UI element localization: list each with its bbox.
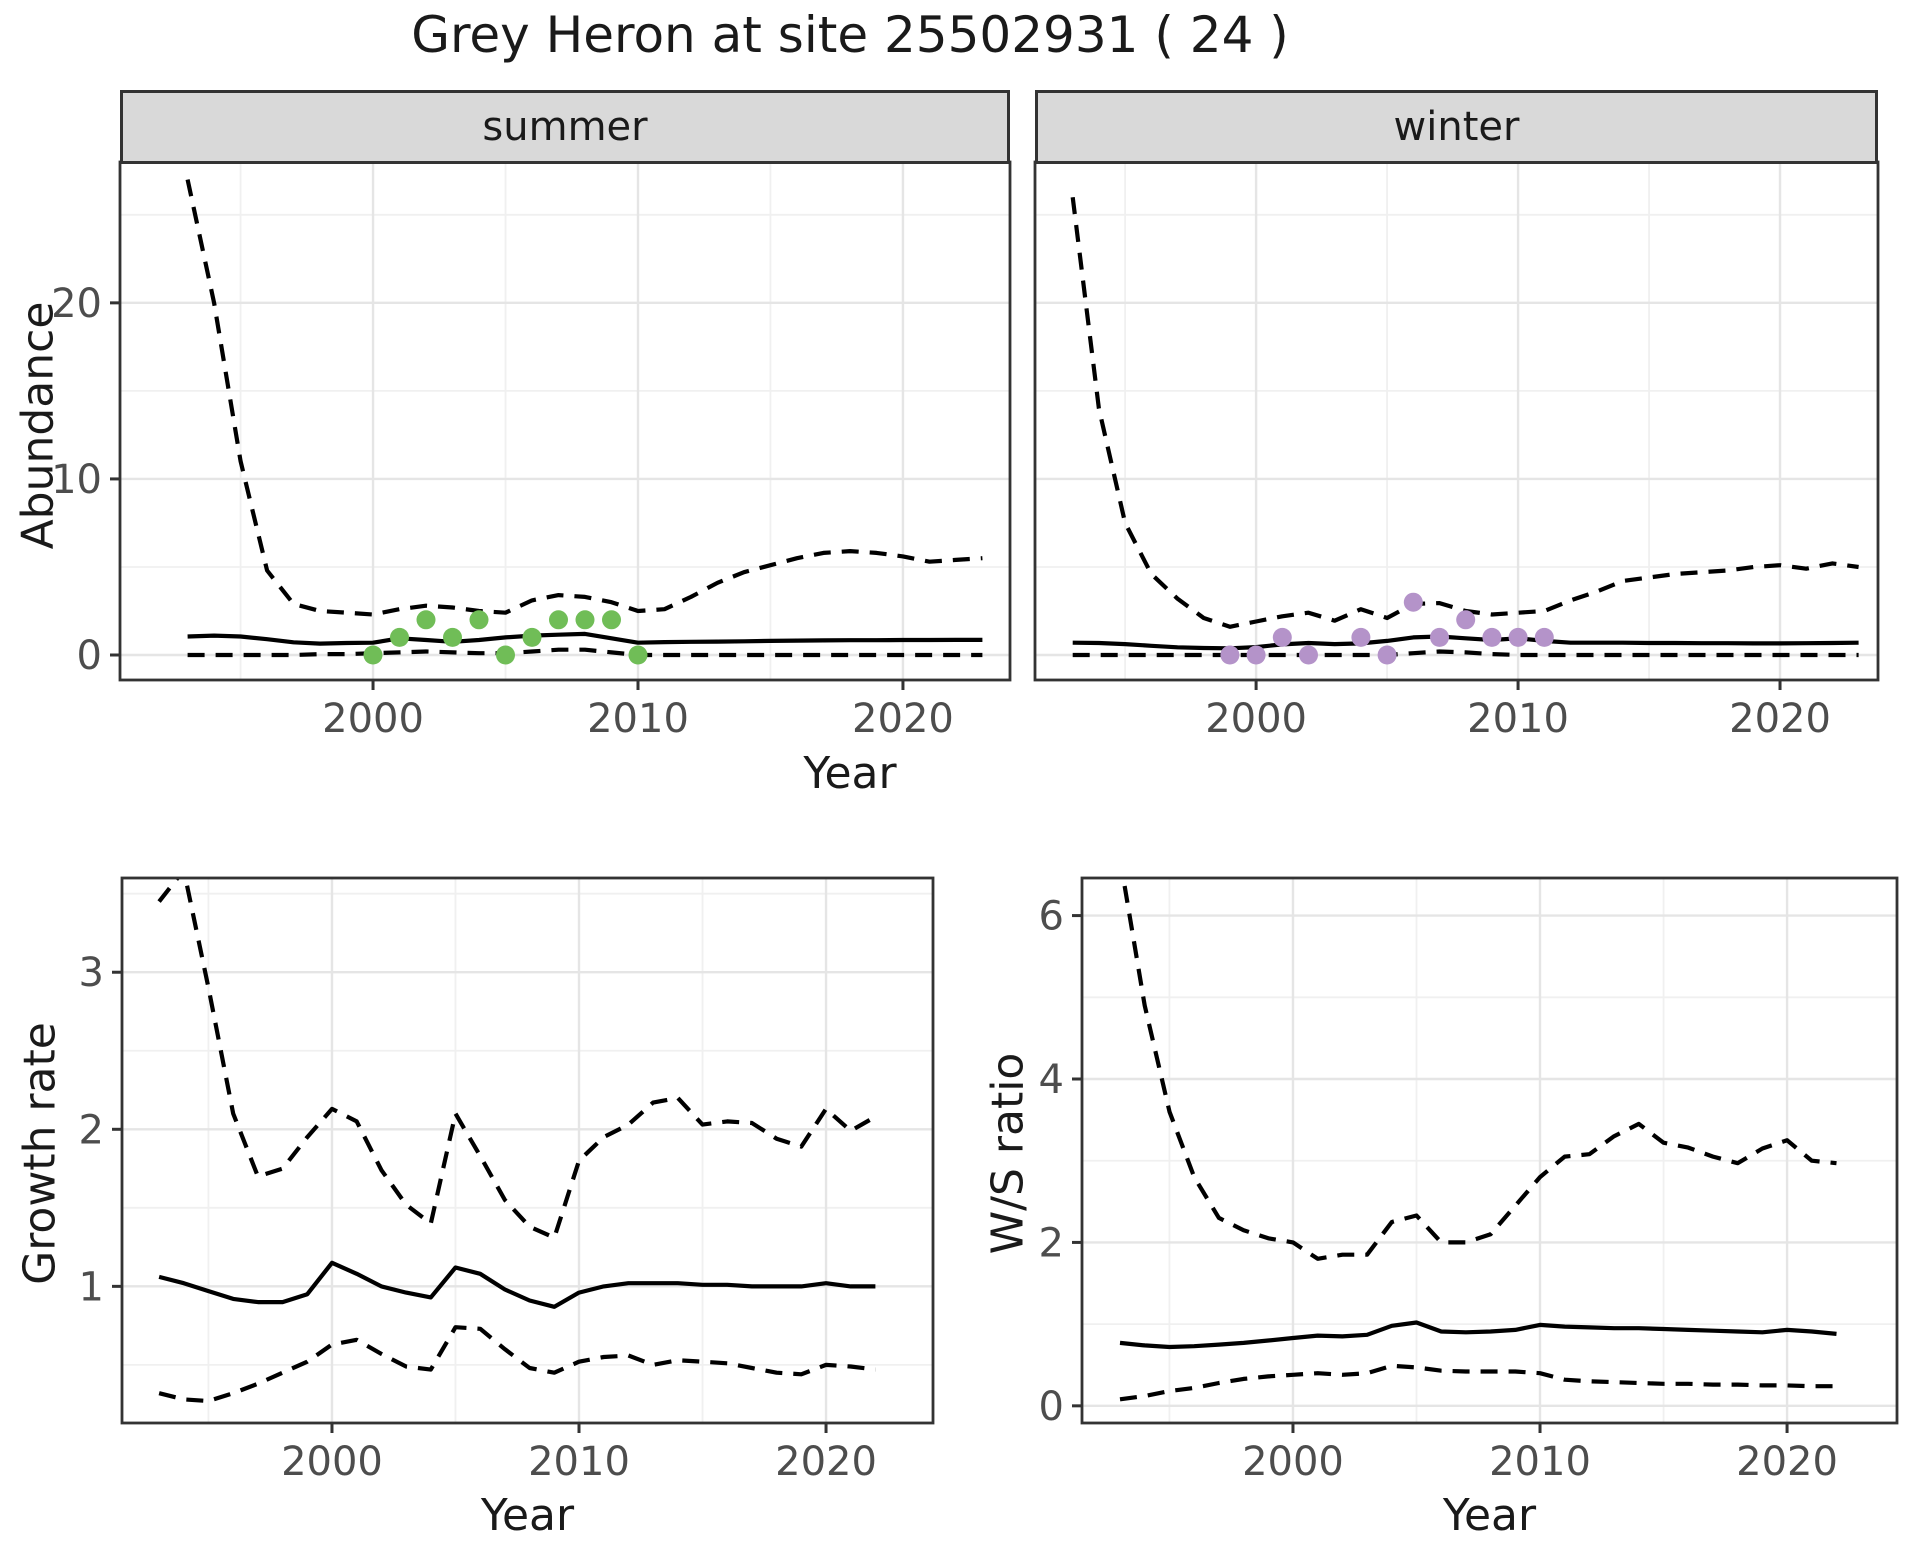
x-tick-label: 2000 — [281, 1439, 383, 1485]
facet-strip-winter-label: winter — [1393, 104, 1520, 150]
abundance_winter-median-line — [1072, 634, 1859, 651]
y-axis-title-abundance: Abundance — [12, 301, 64, 550]
growth_rate-upper-ci-line — [157, 877, 877, 1240]
x-tick-label: 2020 — [1736, 1439, 1838, 1485]
abundance_winter-observed-point — [1403, 592, 1423, 612]
abundance_summer-observed-point — [602, 610, 621, 630]
abundance_summer-median-line — [187, 631, 983, 646]
x-tick-label: 2020 — [852, 696, 954, 742]
y-tick-label: 3 — [79, 950, 104, 996]
abundance_winter-observed-point — [1482, 627, 1502, 647]
ws_ratio-upper-ci-line — [1120, 877, 1837, 1261]
abundance_summer-upper-ci-line — [185, 179, 983, 617]
abundance_winter-observed-point — [1220, 645, 1240, 665]
x-tick-label: 2010 — [1467, 696, 1569, 742]
growth_rate-panel: 2000 2010 2020 1 2 3 — [79, 876, 935, 1485]
abundance_summer-lower-ci-line — [187, 647, 983, 658]
ws_ratio-panel-border — [1080, 876, 1899, 1425]
abundance_summer-observed-point — [416, 610, 436, 630]
y-axis-title-ws-ratio: W/S ratio — [982, 1052, 1034, 1255]
abundance_summer-observed-point — [575, 610, 595, 630]
x-tick-label: 2000 — [322, 696, 424, 742]
facet-strip-winter: winter — [1035, 90, 1878, 164]
y-tick-label: 1 — [79, 1264, 104, 1310]
x-tick-label: 2010 — [1489, 1439, 1591, 1485]
abundance_summer-observed-point — [522, 627, 542, 647]
abundance_winter-observed-point — [1430, 627, 1449, 647]
x-tick-label: 2000 — [1205, 696, 1307, 742]
y-tick-label: 2 — [1039, 1220, 1064, 1266]
x-axis-title-year-bottom-right: Year — [1442, 1490, 1537, 1541]
ws_ratio-panel: 2000 2010 2020 0 2 4 6 — [1039, 876, 1899, 1485]
abundance_summer-observed-point — [628, 645, 648, 665]
y-tick-label: 0 — [1039, 1384, 1064, 1430]
growth_rate-panel-border — [120, 876, 935, 1425]
x-tick-label: 2010 — [528, 1439, 630, 1485]
abundance_summer-observed-point — [496, 645, 515, 665]
chart-title: Grey Heron at site 25502931 ( 24 ) — [411, 6, 1289, 64]
y-tick-label: 20 — [51, 281, 102, 327]
abundance_summer-observed-point — [549, 610, 568, 630]
y-tick-label: 10 — [51, 457, 102, 503]
abundance_summer-panel-background — [120, 162, 1010, 680]
y-tick-label: 4 — [1039, 1057, 1064, 1103]
ws_ratio-median-line — [1119, 1320, 1837, 1350]
abundance_winter-panel-background — [1035, 162, 1878, 680]
abundance_summer-observed-point — [363, 645, 383, 665]
abundance_winter-observed-point — [1351, 627, 1371, 647]
x-axis-title-year-top: Year — [803, 748, 897, 799]
ws_ratio-lower-ci-line — [1119, 1363, 1837, 1402]
x-tick-label: 2010 — [587, 696, 689, 742]
x-tick-label: 2000 — [1242, 1439, 1344, 1485]
y-tick-label: 2 — [79, 1107, 104, 1153]
y-tick-label: 0 — [77, 633, 102, 679]
x-tick-label: 2020 — [1729, 696, 1831, 742]
abundance_winter-observed-point — [1508, 627, 1528, 647]
growth_rate-lower-ci-line — [158, 1325, 876, 1404]
abundance_winter-observed-point — [1534, 627, 1554, 647]
y-tick-label: 6 — [1039, 894, 1064, 940]
abundance_winter-panel: 2000 2010 2020 — [1033, 160, 1880, 742]
abundance_winter-lower-ci-line — [1072, 649, 1859, 658]
abundance_summer-observed-point — [390, 627, 409, 647]
growth_rate-median-line — [158, 1260, 876, 1309]
facet-strip-summer-label: summer — [482, 104, 648, 150]
abundance_winter-observed-point — [1272, 627, 1292, 647]
x-tick-label: 2020 — [775, 1439, 877, 1485]
growth_rate-panel-background — [122, 878, 933, 1423]
abundance_winter-observed-point — [1456, 610, 1476, 630]
abundance_winter-observed-point — [1246, 645, 1266, 665]
abundance_summer-panel: 2000 2010 2020 0 10 20 — [51, 160, 1012, 742]
abundance_winter-observed-point — [1299, 645, 1318, 665]
x-axis-title-year-bottom-left: Year — [480, 1490, 575, 1541]
ws_ratio-panel-background — [1082, 878, 1897, 1423]
abundance_summer-observed-point — [443, 627, 462, 647]
abundance_summer-observed-point — [469, 610, 489, 630]
facet-strip-summer: summer — [120, 90, 1010, 164]
y-axis-title-growth-rate: Growth rate — [14, 1022, 66, 1285]
abundance_winter-observed-point — [1377, 645, 1397, 665]
